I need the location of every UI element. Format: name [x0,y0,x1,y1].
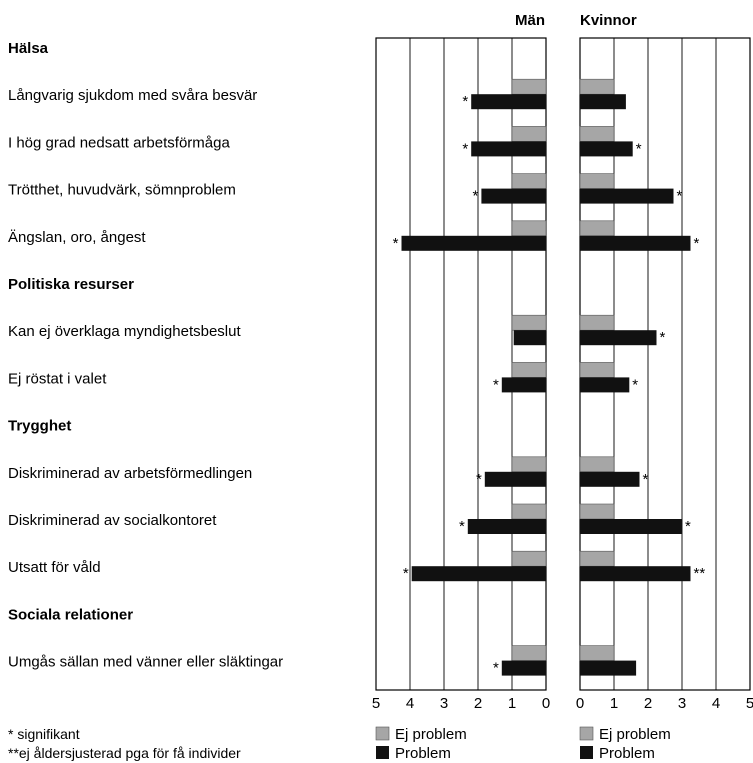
legend-label-ej-problem: Ej problem [599,726,671,743]
row-label: I hög grad nedsatt arbetsförmåga [8,134,230,151]
bar-problem-kvinnor [580,330,657,346]
footnote-age-adjusted: **ej åldersjusterad pga för få individer [8,745,241,761]
significance-mark-man: * [473,188,479,205]
row-label: Utsatt för våld [8,559,101,576]
bar-problem-man [401,235,546,251]
row-label: Umgås sällan med vänner eller släktingar [8,654,283,671]
significance-mark-man: * [459,518,465,535]
panel-title-man: Män [515,12,545,29]
section-label: Hälsa [8,40,49,57]
bar-ej-problem-man [511,456,547,473]
significance-mark-kvinnor: * [660,329,666,346]
bar-ej-problem-man [511,503,547,520]
tick-label: 5 [372,695,380,712]
bar-problem-man [513,330,546,346]
significance-mark-man: * [493,376,499,393]
row-label: Långvarig sjukdom med svåra besvär [8,87,257,104]
tick-label: 4 [712,695,720,712]
bar-ej-problem-kvinnor [579,126,615,142]
bar-ej-problem-kvinnor [579,503,615,520]
row-label: Diskriminerad av arbetsförmedlingen [8,465,252,482]
significance-mark-man: * [462,140,468,157]
legend-swatch-ej-problem-man [375,726,390,741]
bar-ej-problem-man [511,220,547,237]
significance-mark-kvinnor: * [632,376,638,393]
bar-ej-problem-kvinnor [579,456,615,473]
significance-mark-kvinnor: * [677,188,683,205]
significance-mark-man: * [403,565,409,582]
row-label: Diskriminerad av socialkontoret [8,512,217,529]
row-label: Kan ej överklaga myndighetsbeslut [8,323,241,340]
bar-problem-man [484,471,546,487]
bar-problem-man [411,566,546,582]
row-label: Ängslan, oro, ångest [8,229,146,246]
bar-ej-problem-man [511,362,547,378]
bar-ej-problem-man [511,645,547,661]
significance-mark-kvinnor: * [685,518,691,535]
tick-label: 0 [542,695,550,712]
significance-mark-kvinnor: ** [694,565,706,582]
bar-problem-kvinnor [580,141,633,157]
legend-swatch-problem-man [376,746,389,759]
tick-label: 1 [610,695,618,712]
bar-problem-kvinnor [580,235,691,251]
bar-ej-problem-man [511,78,547,95]
tick-label: 3 [678,695,686,712]
legend-label-problem: Problem [599,745,655,762]
significance-mark-man: * [462,93,468,110]
bar-ej-problem-man [511,173,547,189]
tick-label: 2 [474,695,482,712]
legend-swatch-ej-problem-kvinnor [579,726,594,741]
bar-problem-man [501,660,546,676]
bar-ej-problem-kvinnor [579,220,615,237]
significance-mark-kvinnor: * [694,235,700,252]
section-label: Politiska resurser [8,276,134,293]
bar-problem-man [481,188,546,204]
legend-label-problem: Problem [395,745,451,762]
significance-mark-man: * [393,235,399,252]
bar-ej-problem-kvinnor [579,173,615,189]
bar-problem-man [467,519,546,534]
bar-problem-man [471,141,546,157]
legend-swatch-problem-kvinnor [580,746,593,759]
significance-mark-kvinnor: * [636,140,642,157]
bar-ej-problem-kvinnor [579,645,615,661]
tick-label: 2 [644,695,652,712]
bar-ej-problem-kvinnor [579,550,615,567]
bar-problem-kvinnor [580,188,674,204]
section-label: Trygghet [8,418,71,435]
panel-title-kvinnor: Kvinnor [580,12,637,29]
bar-problem-kvinnor [580,519,682,534]
bar-ej-problem-man [511,126,547,142]
bar-problem-kvinnor [580,660,637,676]
significance-mark-kvinnor: * [643,471,649,488]
significance-mark-man: * [476,471,482,488]
bar-ej-problem-man [511,314,547,331]
bar-problem-man [501,377,546,393]
row-label: Ej röstat i valet [8,370,107,387]
tick-label: 0 [576,695,584,712]
footnote-significant: * signifikant [8,726,80,742]
bar-problem-kvinnor [580,94,626,110]
bar-ej-problem-kvinnor [579,362,615,378]
legend-label-ej-problem: Ej problem [395,726,467,743]
bar-ej-problem-kvinnor [579,78,615,95]
significance-mark-man: * [493,660,499,677]
tick-label: 1 [508,695,516,712]
bar-ej-problem-kvinnor [579,314,615,331]
section-label: Sociala relationer [8,606,133,623]
bar-problem-man [471,94,546,110]
bar-problem-kvinnor [580,471,640,487]
tick-label: 4 [406,695,414,712]
bar-ej-problem-man [511,550,547,567]
bar-problem-kvinnor [580,566,691,582]
tick-label: 3 [440,695,448,712]
row-label: Trötthet, huvudvärk, sömnproblem [8,182,236,199]
bar-problem-kvinnor [580,377,630,393]
tick-label: 5 [746,695,753,712]
